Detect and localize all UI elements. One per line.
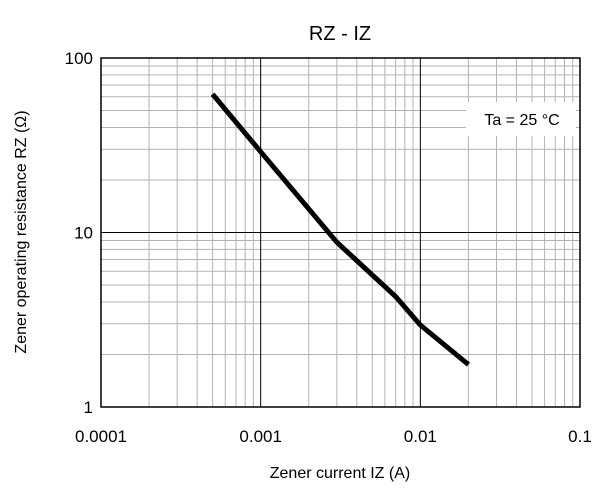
x-axis-title: Zener current IZ (A) xyxy=(270,465,410,482)
x-tick-label: 0.1 xyxy=(568,427,592,446)
y-tick-label: 1 xyxy=(84,398,93,417)
x-tick-label: 0.0001 xyxy=(75,427,127,446)
x-tick-label: 0.001 xyxy=(239,427,282,446)
chart-title: RZ - IZ xyxy=(309,23,371,45)
x-tick-label: 0.01 xyxy=(404,427,437,446)
annotation-text: Ta = 25 °C xyxy=(484,112,559,129)
y-tick-label: 100 xyxy=(65,49,93,68)
annotation-box: Ta = 25 °C xyxy=(466,102,576,136)
y-axis-title: Zener operating resistance RZ (Ω) xyxy=(13,110,30,353)
x-tick-labels: 0.0001 0.001 0.01 0.1 xyxy=(75,427,592,446)
y-tick-label: 10 xyxy=(74,224,93,243)
series-line xyxy=(210,92,470,367)
y-tick-labels: 1 10 100 xyxy=(65,49,93,417)
series-group xyxy=(210,92,470,367)
plot-frame xyxy=(100,57,581,408)
